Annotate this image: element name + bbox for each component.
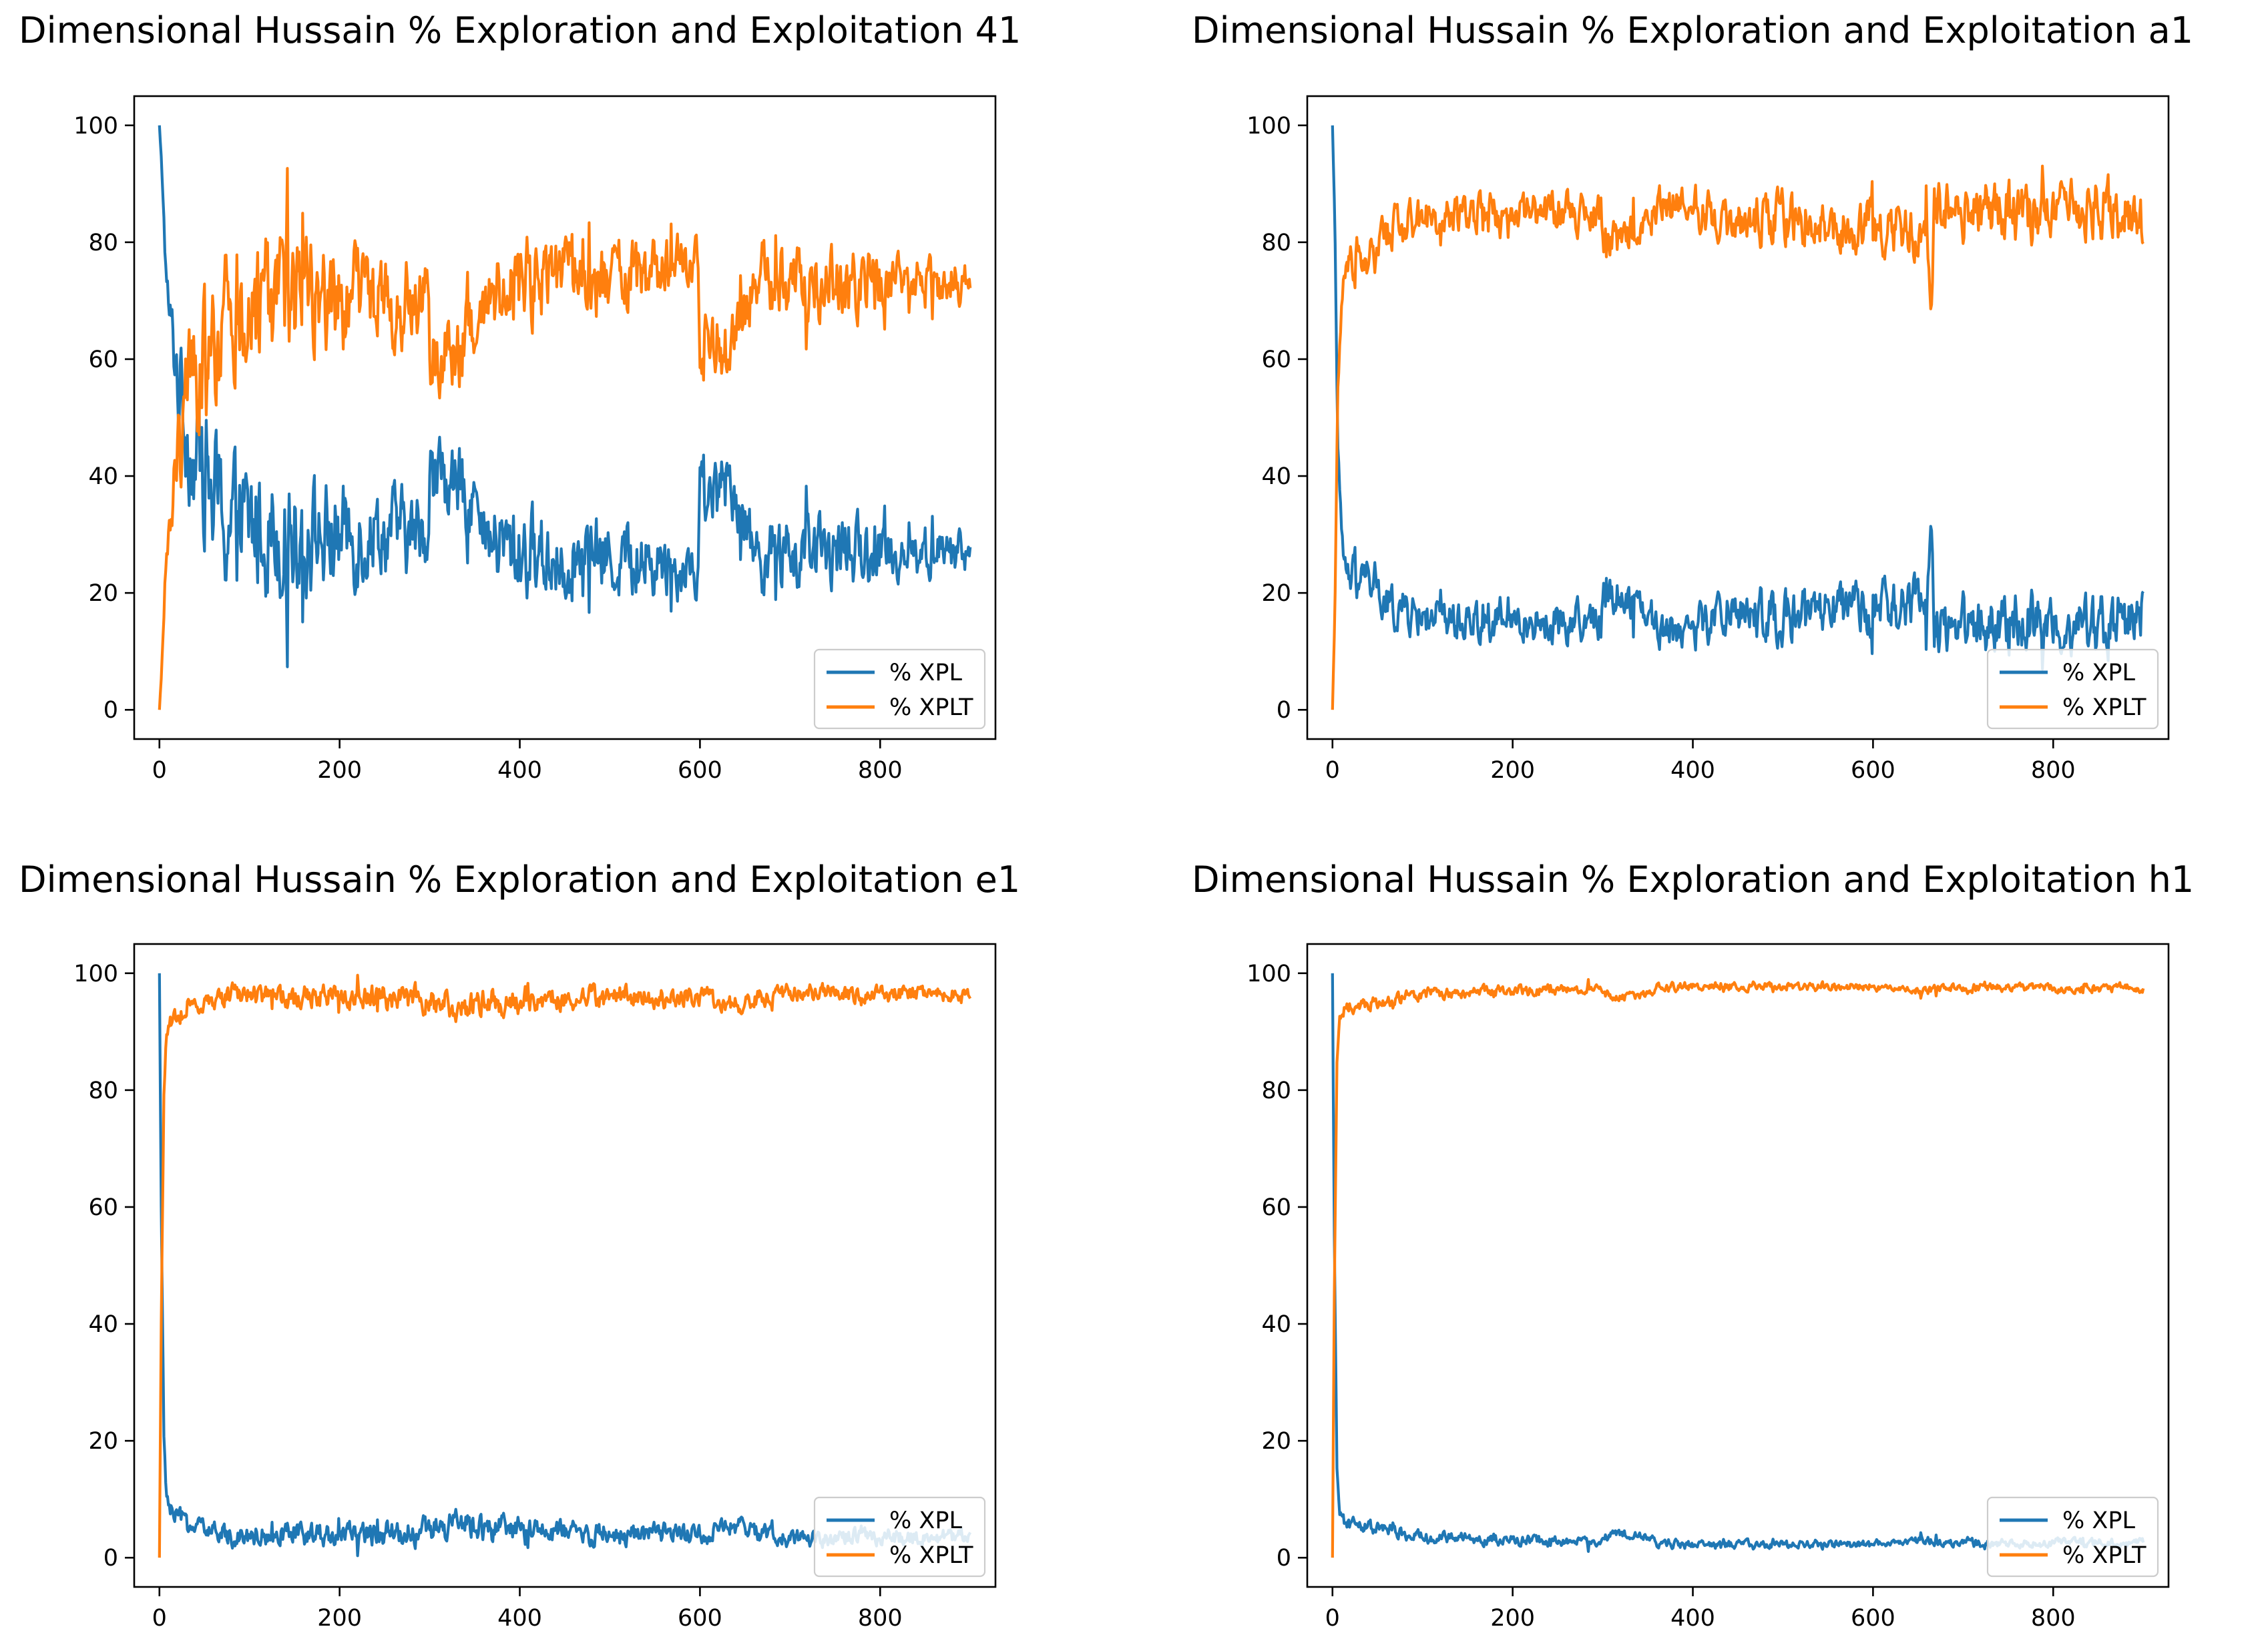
y-tick-label: 0: [103, 1545, 118, 1572]
axes-frame: [1306, 95, 2170, 740]
x-tick-label: 600: [678, 1605, 722, 1632]
x-tick-label: 800: [858, 757, 903, 784]
chart-panel-1: Dimensional Hussain % Exploration and Ex…: [19, 9, 1021, 784]
x-tick-label: 600: [1851, 1605, 1895, 1632]
x-tick-label: 200: [317, 1605, 362, 1632]
x-tick-label: 200: [1490, 757, 1535, 784]
legend-label-xplt: % XPLT: [2062, 1542, 2146, 1569]
axes-frame: [1306, 943, 2170, 1588]
y-tick-label: 20: [88, 580, 118, 607]
chart-title: Dimensional Hussain % Exploration and Ex…: [19, 859, 1020, 901]
x-tick-label: 400: [497, 1605, 542, 1632]
series-line-xplt: [1331, 164, 2144, 710]
legend-label-xpl: % XPL: [889, 1507, 962, 1534]
x-tick-label: 800: [2031, 757, 2076, 784]
series-line-xplt: [158, 973, 972, 1558]
chart-panel-4: Dimensional Hussain % Exploration and Ex…: [1192, 859, 2194, 1632]
legend: % XPL % XPLT: [813, 1496, 986, 1578]
x-tick-label: 800: [858, 1605, 903, 1632]
series-line-xplt: [1331, 978, 2145, 1558]
y-tick-label: 80: [88, 1078, 118, 1104]
y-tick-label: 80: [1261, 1078, 1291, 1104]
legend-label-xpl: % XPL: [2062, 660, 2135, 686]
chart-title: Dimensional Hussain % Exploration and Ex…: [1192, 859, 2194, 901]
series-line-xpl: [1331, 125, 2144, 671]
legend: % XPL % XPLT: [813, 648, 986, 730]
y-tick-label: 60: [1261, 1194, 1291, 1221]
legend: % XPL % XPLT: [1986, 648, 2159, 730]
y-tick-label: 40: [1261, 463, 1291, 490]
x-tick-label: 0: [1325, 757, 1340, 784]
series-line-xplt: [158, 167, 972, 710]
y-tick-label: 40: [1261, 1311, 1291, 1338]
y-tick-label: 100: [1246, 961, 1291, 987]
legend-label-xplt: % XPLT: [889, 1542, 973, 1569]
series-line-xpl: [158, 125, 972, 668]
legend-label-xplt: % XPLT: [889, 694, 973, 721]
chart-title: Dimensional Hussain % Exploration and Ex…: [1192, 9, 2193, 51]
y-tick-label: 60: [88, 1194, 118, 1221]
legend-label-xplt: % XPLT: [2062, 694, 2146, 721]
axes-frame: [133, 95, 997, 740]
chart-panel-2: Dimensional Hussain % Exploration and Ex…: [1192, 9, 2193, 784]
y-tick-label: 60: [1261, 346, 1291, 373]
x-tick-label: 400: [497, 757, 542, 784]
x-tick-label: 0: [1325, 1605, 1340, 1632]
y-tick-label: 0: [103, 697, 118, 724]
axes-frame: [133, 943, 997, 1588]
legend-label-xpl: % XPL: [889, 660, 962, 686]
y-tick-label: 20: [1261, 1428, 1291, 1455]
x-tick-label: 800: [2031, 1605, 2076, 1632]
y-tick-label: 20: [1261, 580, 1291, 607]
x-tick-label: 400: [1670, 757, 1715, 784]
y-tick-label: 40: [88, 1311, 118, 1338]
y-tick-label: 80: [88, 230, 118, 256]
x-tick-label: 400: [1670, 1605, 1715, 1632]
x-tick-label: 0: [152, 1605, 167, 1632]
chart-title: Dimensional Hussain % Exploration and Ex…: [19, 9, 1021, 51]
y-tick-label: 0: [1277, 1545, 1291, 1572]
chart-panel-3: Dimensional Hussain % Exploration and Ex…: [19, 859, 1020, 1632]
x-tick-label: 0: [152, 757, 167, 784]
x-tick-label: 600: [678, 757, 722, 784]
x-tick-label: 200: [317, 757, 362, 784]
y-tick-label: 20: [88, 1428, 118, 1455]
y-tick-label: 40: [88, 463, 118, 490]
legend: % XPL % XPLT: [1986, 1496, 2159, 1578]
x-tick-label: 200: [1490, 1605, 1535, 1632]
y-tick-label: 100: [73, 961, 118, 987]
y-tick-label: 100: [1246, 113, 1291, 140]
y-tick-label: 60: [88, 346, 118, 373]
legend-label-xpl: % XPL: [2062, 1507, 2135, 1534]
y-tick-label: 0: [1277, 697, 1291, 724]
y-tick-label: 100: [73, 113, 118, 140]
x-tick-label: 600: [1851, 757, 1895, 784]
y-tick-label: 80: [1261, 230, 1291, 256]
